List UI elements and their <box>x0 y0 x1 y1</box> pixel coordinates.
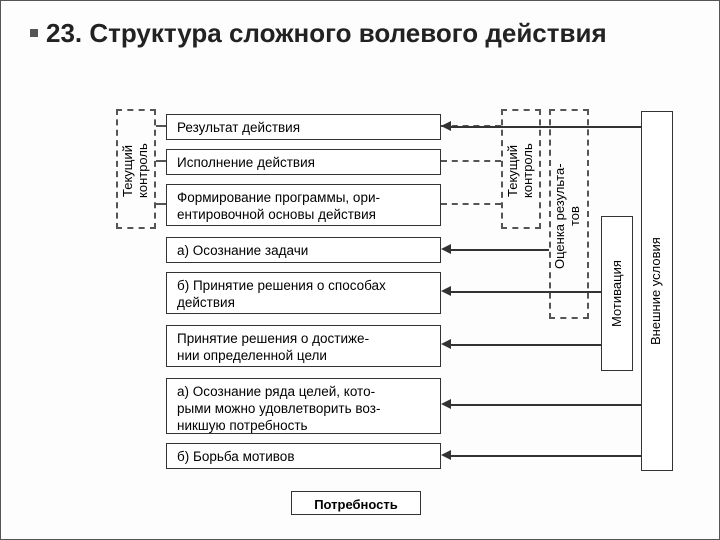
arr-mot-2 <box>451 344 601 346</box>
box-need: Потребность <box>291 491 421 515</box>
page-title: 23. Структура сложного волевого действия <box>46 19 607 49</box>
box-goal: Принятие решения о достиже- нии определе… <box>166 325 441 367</box>
arr-eval-1 <box>451 249 549 251</box>
dash-c-r2 <box>441 160 501 162</box>
arr-ext-2h <box>441 399 451 409</box>
arr-mot-2h <box>441 339 451 349</box>
box-execute: Исполнение действия <box>166 149 441 175</box>
dash-c-l1 <box>156 125 166 127</box>
arr-ext-1 <box>451 126 641 128</box>
arr-eval-1h <box>441 244 451 254</box>
arr-ext-3 <box>451 455 641 457</box>
arr-ext-1h <box>441 121 451 131</box>
box-task: а) Осознание задачи <box>166 237 441 263</box>
label-right-ctrl: Текущий контроль <box>506 126 536 216</box>
arr-mot-1 <box>451 291 601 293</box>
label-eval: Оценка результа- тов <box>553 141 583 291</box>
box-program: Формирование программы, ори- ентировочно… <box>166 184 441 226</box>
dash-c-l3 <box>156 203 166 205</box>
arr-ext-3h <box>441 450 451 460</box>
dash-c-l2 <box>156 160 166 162</box>
arr-ext-2 <box>451 404 641 406</box>
box-means: б) Принятие решения о способах действия <box>166 272 441 314</box>
box-goals: а) Осознание ряда целей, кото- рыми можн… <box>166 378 441 434</box>
label-motivation: Мотивация <box>610 249 625 339</box>
dash-c-r3 <box>441 203 501 205</box>
box-result: Результат действия <box>166 114 441 140</box>
label-external: Внешние условия <box>649 216 664 366</box>
label-left-ctrl: Текущий контроль <box>121 126 151 216</box>
arr-mot-1h <box>441 286 451 296</box>
box-fight: б) Борьба мотивов <box>166 443 441 469</box>
